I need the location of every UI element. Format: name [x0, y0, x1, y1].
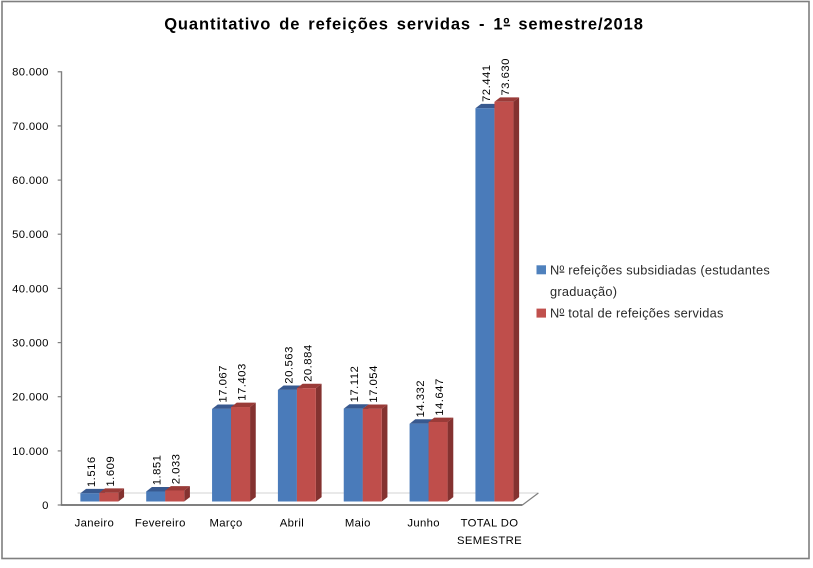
- svg-text:30.000: 30.000: [12, 337, 49, 349]
- svg-text:10.000: 10.000: [12, 446, 49, 458]
- svg-text:73.630: 73.630: [500, 58, 512, 96]
- svg-text:80.000: 80.000: [12, 67, 49, 79]
- svg-text:graduação): graduação): [550, 284, 617, 299]
- svg-text:14.647: 14.647: [434, 378, 446, 416]
- svg-text:17.403: 17.403: [236, 363, 248, 401]
- svg-text:20.884: 20.884: [302, 344, 314, 382]
- svg-text:1.516: 1.516: [86, 456, 98, 487]
- svg-text:17.112: 17.112: [349, 366, 361, 403]
- svg-text:60.000: 60.000: [12, 175, 49, 187]
- svg-text:Janeiro: Janeiro: [75, 518, 115, 530]
- svg-text:40.000: 40.000: [12, 283, 49, 295]
- svg-text:Abril: Abril: [280, 518, 304, 530]
- svg-text:Quantitativo de refeições serv: Quantitativo de refeições servidas - 1º …: [164, 16, 644, 34]
- svg-text:Nº refeições subsidiadas (estu: Nº refeições subsidiadas (estudantes: [550, 262, 770, 277]
- svg-text:SEMESTRE: SEMESTRE: [457, 535, 522, 547]
- svg-text:17.067: 17.067: [217, 365, 229, 403]
- svg-text:72.441: 72.441: [481, 64, 493, 102]
- svg-text:Maio: Maio: [345, 518, 371, 530]
- svg-text:Nº total de refeições servidas: Nº total de refeições servidas: [550, 306, 724, 321]
- svg-text:2.033: 2.033: [171, 454, 183, 485]
- svg-text:50.000: 50.000: [12, 229, 49, 241]
- svg-text:TOTAL DO: TOTAL DO: [461, 518, 519, 530]
- svg-text:1.609: 1.609: [105, 456, 117, 487]
- svg-text:0: 0: [42, 500, 49, 512]
- svg-text:20.000: 20.000: [12, 392, 49, 404]
- svg-text:70.000: 70.000: [12, 121, 49, 133]
- svg-text:17.054: 17.054: [368, 365, 380, 403]
- svg-text:1.851: 1.851: [152, 455, 164, 486]
- svg-text:14.332: 14.332: [415, 380, 427, 418]
- svg-text:Março: Março: [210, 518, 243, 530]
- svg-text:Junho: Junho: [407, 518, 440, 530]
- svg-text:Fevereiro: Fevereiro: [135, 518, 186, 530]
- svg-text:20.563: 20.563: [283, 346, 295, 384]
